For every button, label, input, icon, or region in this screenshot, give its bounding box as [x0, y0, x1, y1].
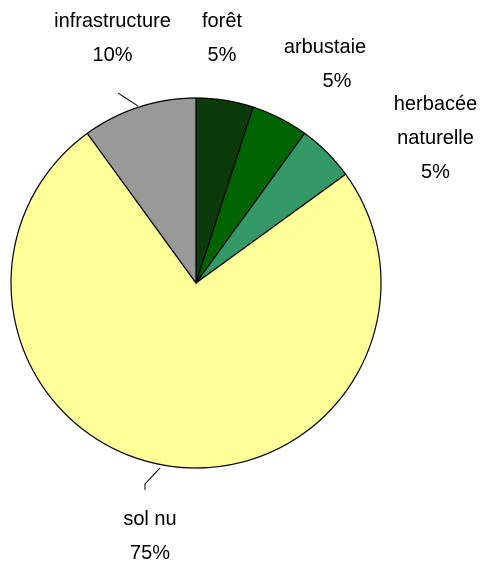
pie-slice: [10, 132, 382, 469]
category-label: forêt: [201, 10, 243, 32]
value-label: 5%: [322, 70, 352, 92]
slice-label: arbustaie 5%: [270, 30, 380, 98]
leader-line: [117, 92, 139, 107]
category-label: herbacée naturelle: [393, 93, 478, 149]
slice-label: herbacée naturelle 5%: [378, 87, 493, 189]
category-label: arbustaie: [283, 36, 367, 58]
slice-label: infrastructure 10%: [30, 4, 195, 72]
category-label: sol nu: [123, 508, 177, 530]
value-label: 10%: [92, 44, 133, 66]
value-label: 5%: [421, 161, 450, 183]
value-label: 75%: [129, 542, 171, 561]
category-label: infrastructure: [54, 10, 171, 32]
value-label: 5%: [207, 44, 237, 66]
pie-slice: [86, 97, 197, 285]
slice-label: forêt 5%: [190, 4, 254, 72]
slice-label: sol nu 75%: [100, 502, 200, 561]
leader-line: [144, 467, 161, 490]
